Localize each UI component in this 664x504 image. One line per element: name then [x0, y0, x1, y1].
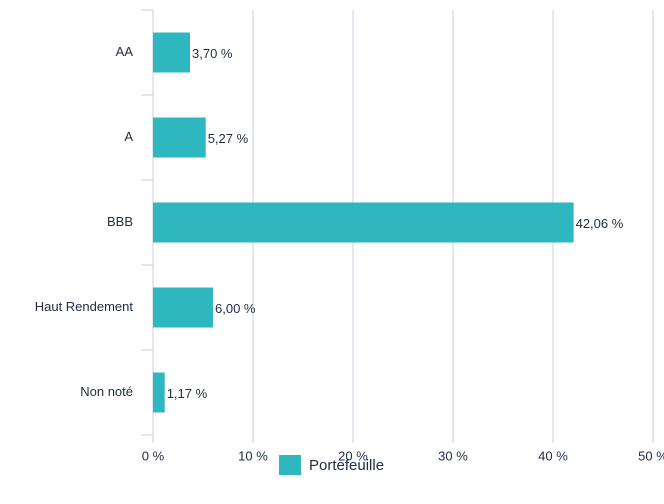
legend-label: Portefeuille — [309, 457, 384, 474]
y-tick-label: AA — [116, 44, 134, 59]
y-tick-label: BBB — [107, 214, 133, 229]
value-label: 5,27 % — [208, 131, 249, 146]
value-label: 42,06 % — [576, 216, 624, 231]
x-tick-label: 20 % — [338, 448, 368, 463]
legend-swatch — [279, 455, 301, 475]
x-tick-label: 50 % — [638, 448, 664, 463]
value-label: 1,17 % — [167, 386, 208, 401]
bar — [153, 117, 206, 158]
bar — [153, 372, 165, 413]
bar — [153, 202, 574, 243]
y-tick-label: A — [124, 129, 133, 144]
value-label: 6,00 % — [215, 301, 256, 316]
y-tick-label: Haut Rendement — [35, 299, 134, 314]
x-tick-label: 30 % — [438, 448, 468, 463]
x-tick-label: 0 % — [142, 448, 165, 463]
bar — [153, 32, 190, 73]
x-tick-label: 10 % — [238, 448, 268, 463]
y-tick-label: Non noté — [80, 384, 133, 399]
value-label: 3,70 % — [192, 46, 233, 61]
bar — [153, 287, 213, 328]
x-tick-label: 40 % — [538, 448, 568, 463]
